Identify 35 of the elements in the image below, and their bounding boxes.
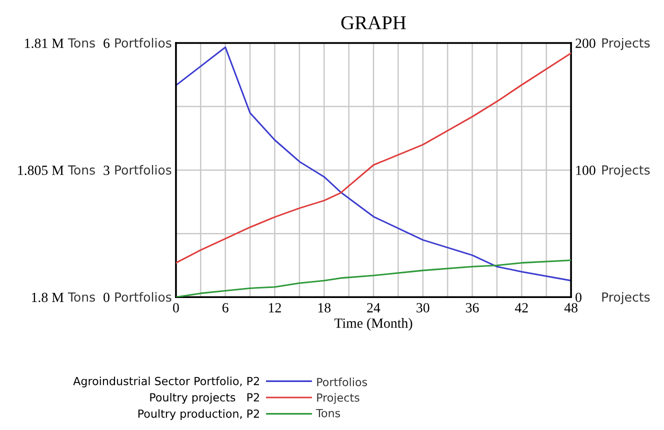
x-tick-label: 6 — [222, 303, 228, 312]
x-tick-label: 36 — [466, 303, 479, 312]
y2-tick-label: 100 — [576, 166, 596, 176]
y3-tick-label: 1.805 M — [18, 166, 64, 176]
text: Projects — [317, 393, 360, 404]
text: Projects — [602, 165, 650, 178]
y2-tick-label: 0 — [576, 292, 582, 302]
text: Tons — [68, 38, 95, 48]
legend-label: Agroindustrial Sector Portfolio, P2 — [73, 376, 259, 388]
text: Portfolios — [317, 378, 368, 386]
chart-title: GRAPH — [341, 16, 406, 30]
x-tick-label: 24 — [367, 303, 380, 312]
x-tick-label: 42 — [514, 303, 528, 312]
y-axis-title: Portfolios — [115, 292, 172, 302]
legend-label: Poultry projects P2 — [150, 392, 259, 404]
x-tick-label: 48 — [564, 303, 578, 312]
x-tick-label: 0 — [173, 303, 179, 312]
y3-tick-label: 1.8 M — [32, 292, 64, 302]
y-tick-label: 6 — [104, 38, 110, 48]
text: Tons — [68, 165, 95, 175]
x-axis-title: Time (Month) — [334, 318, 412, 331]
y-tick-label: 3 — [104, 166, 110, 176]
x-tick-label: 30 — [416, 303, 430, 312]
text: Portfolios — [115, 165, 172, 175]
legend-label: Poultry production, P2 — [138, 409, 259, 420]
x-tick-label: 18 — [318, 303, 331, 312]
x-tick-label: 12 — [269, 303, 281, 312]
text: Portfolios — [115, 38, 172, 48]
text: Projects — [602, 38, 650, 50]
y2-tick-label: 200 — [576, 38, 596, 48]
y3-tick-label: 1.81 M — [25, 38, 64, 48]
y2-axis-title: Projects — [602, 292, 650, 304]
text: Tons — [316, 409, 340, 418]
y-tick-label: 0 — [104, 292, 110, 302]
y3-axis-title: Tons — [68, 292, 95, 302]
